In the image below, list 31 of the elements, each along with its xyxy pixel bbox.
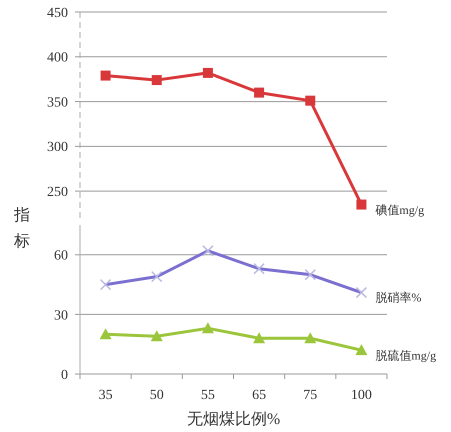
y-tick-label: 250 <box>47 185 68 200</box>
y-tick-label: 60 <box>54 248 68 264</box>
y-tick-label: 30 <box>54 308 68 324</box>
y-tick-label: 300 <box>47 140 68 156</box>
x-axis-title: 无烟煤比例% <box>186 410 280 428</box>
y-tick-label: 350 <box>47 95 68 110</box>
x-tick-label: 50 <box>150 388 164 403</box>
point <box>152 75 162 86</box>
point <box>356 200 366 210</box>
y-tick-label: 0 <box>61 368 68 383</box>
series-label: 碘值mg/g <box>374 202 424 217</box>
point <box>100 70 111 81</box>
point <box>202 68 213 78</box>
x-tick-label: 75 <box>303 388 318 403</box>
x-tick-label: 100 <box>350 388 372 403</box>
point <box>254 88 264 98</box>
x-tick-label: 55 <box>200 388 215 403</box>
point <box>100 328 112 340</box>
point <box>202 322 214 334</box>
point <box>355 344 368 356</box>
series-label: 脱硫值mg/g <box>375 348 436 362</box>
x-tick-label: 65 <box>252 388 266 403</box>
y-axis-title: 指标 <box>13 206 30 250</box>
point <box>304 332 316 344</box>
point <box>150 330 163 342</box>
series-label: 脱硝率% <box>375 290 422 305</box>
y-tick-label: 450 <box>47 6 68 21</box>
x-tick-label: 35 <box>98 388 113 403</box>
point <box>305 96 316 106</box>
point <box>253 332 266 344</box>
y-tick-label: 400 <box>47 50 68 66</box>
